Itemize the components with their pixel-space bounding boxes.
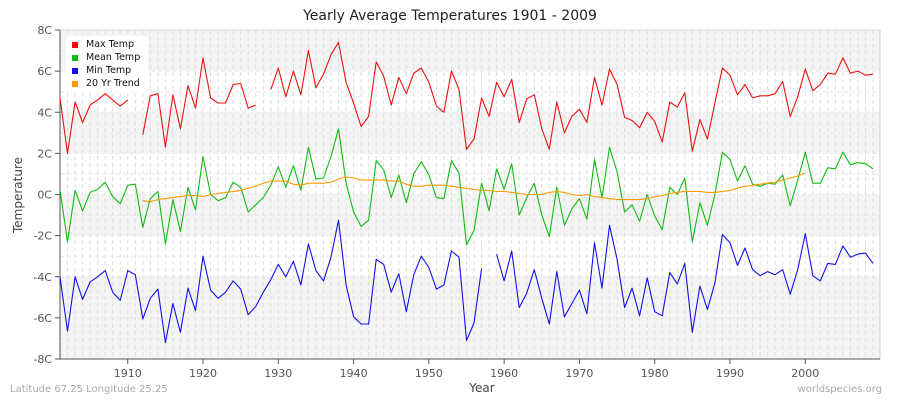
- x-tick-label: 1970: [565, 367, 593, 380]
- x-tick-label: 1990: [716, 367, 744, 380]
- legend-item-max-temp: Max Temp: [72, 38, 140, 51]
- legend-swatch-icon: [72, 80, 78, 87]
- y-tick-label: 6C: [37, 65, 52, 78]
- legend-swatch-icon: [72, 67, 78, 74]
- chart-title: Yearly Average Temperatures 1901 - 2009: [303, 8, 597, 24]
- legend-swatch-icon: [72, 54, 78, 61]
- legend: Max Temp Mean Temp Min Temp 20 Yr Trend: [66, 36, 149, 93]
- legend-swatch-icon: [72, 41, 78, 48]
- series-20-yr-trend: [142, 172, 806, 203]
- y-tick-label: -6C: [33, 312, 52, 325]
- legend-label: Mean Temp: [86, 52, 141, 63]
- series-min-temp: [59, 219, 874, 344]
- series-mean-temp: [59, 128, 874, 246]
- y-tick-label: -4C: [33, 271, 52, 284]
- y-tick-label: 0C: [37, 189, 52, 202]
- x-tick-label: 1940: [340, 367, 368, 380]
- legend-item-min-temp: Min Temp: [72, 64, 140, 77]
- y-axis-label: Temperature: [11, 157, 25, 234]
- x-tick-label: 1930: [264, 367, 292, 380]
- legend-label: 20 Yr Trend: [86, 78, 140, 89]
- x-tick-label: 1920: [189, 367, 217, 380]
- x-axis-label: Year: [468, 381, 494, 395]
- axes: -8C -6C -4C -2C 0C 2C 4C 6C 8C 1910 1920 1930 1940 19…: [33, 24, 881, 380]
- source-credit: worldspecies.org: [797, 384, 882, 395]
- x-tick-label: 2000: [791, 367, 819, 380]
- y-tick-label: 8C: [37, 24, 52, 37]
- legend-item-mean-temp: Mean Temp: [72, 51, 140, 64]
- legend-label: Min Temp: [86, 65, 132, 76]
- x-tick-label: 1980: [641, 367, 669, 380]
- location-caption: Latitude 67.25 Longitude 25.25: [10, 384, 168, 395]
- legend-label: Max Temp: [86, 39, 134, 50]
- x-tick-label: 1960: [490, 367, 518, 380]
- y-tick-label: -8C: [33, 353, 52, 366]
- y-tick-label: 4C: [37, 106, 52, 119]
- legend-item-trend: 20 Yr Trend: [72, 77, 140, 90]
- x-tick-label: 1950: [415, 367, 443, 380]
- y-tick-label: -2C: [33, 230, 52, 243]
- data-series: [59, 41, 874, 344]
- x-tick-label: 1910: [114, 367, 142, 380]
- series-max-temp: [59, 41, 874, 154]
- y-tick-label: 2C: [37, 147, 52, 160]
